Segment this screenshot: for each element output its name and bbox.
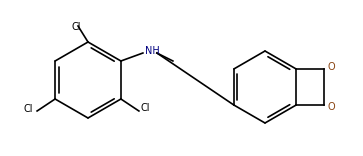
- Text: O: O: [327, 102, 335, 112]
- Text: NH: NH: [145, 46, 160, 56]
- Text: O: O: [327, 62, 335, 72]
- Text: Cl: Cl: [141, 103, 150, 113]
- Text: Cl: Cl: [24, 104, 33, 114]
- Text: Cl: Cl: [71, 22, 81, 32]
